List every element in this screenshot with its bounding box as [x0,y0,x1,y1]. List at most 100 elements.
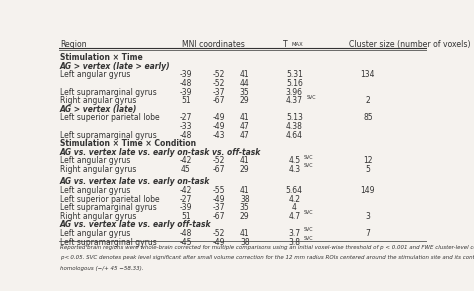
Text: Left superior parietal lobe: Left superior parietal lobe [60,194,160,203]
Text: 35: 35 [240,203,250,212]
Text: Left superior parietal lobe: Left superior parietal lobe [60,113,160,122]
Text: Left supramarginal gyrus: Left supramarginal gyrus [60,131,157,140]
Text: -48: -48 [180,131,192,140]
Text: -55: -55 [213,186,225,195]
Text: 3.7: 3.7 [288,229,301,238]
Text: Left angular gyrus: Left angular gyrus [60,229,130,238]
Text: -49: -49 [213,194,225,203]
Text: Region: Region [60,40,87,49]
Text: 44: 44 [240,79,250,88]
Text: SVC: SVC [304,236,313,241]
Text: 149: 149 [361,186,375,195]
Text: 3.96: 3.96 [286,88,303,97]
Text: AG vs. vertex late vs. early on-task: AG vs. vertex late vs. early on-task [60,178,210,187]
Text: SVC: SVC [304,227,313,232]
Text: 4: 4 [292,203,297,212]
Text: -49: -49 [213,237,225,246]
Text: 2: 2 [365,96,370,105]
Text: -49: -49 [213,113,225,122]
Text: AG vs. vertex late vs. early off-task: AG vs. vertex late vs. early off-task [60,220,211,229]
Text: 5.13: 5.13 [286,113,303,122]
Text: -37: -37 [213,203,225,212]
Text: Reported brain regions were whole-brain corrected for multiple comparisons using: Reported brain regions were whole-brain … [60,244,474,250]
Text: 51: 51 [181,212,191,221]
Text: Cluster size (number of voxels): Cluster size (number of voxels) [349,40,471,49]
Text: 38: 38 [240,194,250,203]
Text: 29: 29 [240,96,250,105]
Text: -39: -39 [180,203,192,212]
Text: -42: -42 [180,186,192,195]
Text: Right angular gyrus: Right angular gyrus [60,96,137,105]
Text: 5: 5 [365,165,370,174]
Text: 29: 29 [240,165,250,174]
Text: AG > vertex (late): AG > vertex (late) [60,105,137,114]
Text: p < 0.05. SVC denotes peak level significant after small volume correction for t: p < 0.05. SVC denotes peak level signifi… [60,255,474,260]
Text: -67: -67 [213,165,225,174]
Text: 4.2: 4.2 [288,194,301,203]
Text: 47: 47 [240,122,250,131]
Text: 4.38: 4.38 [286,122,303,131]
Text: Stimulation × Time: Stimulation × Time [60,53,143,62]
Text: Left supramarginal gyrus: Left supramarginal gyrus [60,237,157,246]
Text: -39: -39 [180,70,192,79]
Text: SVC: SVC [307,95,316,100]
Text: -67: -67 [213,96,225,105]
Text: 5.16: 5.16 [286,79,303,88]
Text: -27: -27 [180,194,192,203]
Text: 29: 29 [240,212,250,221]
Text: 41: 41 [240,186,250,195]
Text: SVC: SVC [304,210,313,215]
Text: 3: 3 [365,212,370,221]
Text: 4.7: 4.7 [288,212,301,221]
Text: T: T [283,40,288,49]
Text: 38: 38 [240,237,250,246]
Text: 5.31: 5.31 [286,70,303,79]
Text: 3.8: 3.8 [288,237,301,246]
Text: 4.3: 4.3 [288,165,301,174]
Text: Left supramarginal gyrus: Left supramarginal gyrus [60,88,157,97]
Text: -45: -45 [180,237,192,246]
Text: homologous (−/+ 45 −58.33).: homologous (−/+ 45 −58.33). [60,266,144,271]
Text: Left angular gyrus: Left angular gyrus [60,156,130,165]
Text: 47: 47 [240,131,250,140]
Text: Right angular gyrus: Right angular gyrus [60,212,137,221]
Text: AG > vertex (late > early): AG > vertex (late > early) [60,62,171,71]
Text: -37: -37 [213,88,225,97]
Text: 51: 51 [181,96,191,105]
Text: -33: -33 [180,122,192,131]
Text: 12: 12 [363,156,373,165]
Text: -48: -48 [180,79,192,88]
Text: 41: 41 [240,229,250,238]
Text: 41: 41 [240,113,250,122]
Text: -52: -52 [213,229,225,238]
Text: 4.5: 4.5 [288,156,301,165]
Text: -67: -67 [213,212,225,221]
Text: 134: 134 [361,70,375,79]
Text: Left supramarginal gyrus: Left supramarginal gyrus [60,203,157,212]
Text: 4.64: 4.64 [286,131,303,140]
Text: 85: 85 [363,113,373,122]
Text: 4.37: 4.37 [286,96,303,105]
Text: 41: 41 [240,156,250,165]
Text: 5.64: 5.64 [286,186,303,195]
Text: -49: -49 [213,122,225,131]
Text: MAX: MAX [292,42,303,47]
Text: SVC: SVC [304,163,313,168]
Text: -39: -39 [180,88,192,97]
Text: -52: -52 [213,70,225,79]
Text: MNI coordinates: MNI coordinates [182,40,245,49]
Text: 35: 35 [240,88,250,97]
Text: 7: 7 [365,229,370,238]
Text: Left angular gyrus: Left angular gyrus [60,70,130,79]
Text: 45: 45 [181,165,191,174]
Text: -52: -52 [213,156,225,165]
Text: -43: -43 [213,131,225,140]
Text: -52: -52 [213,79,225,88]
Text: 41: 41 [240,70,250,79]
Text: Left angular gyrus: Left angular gyrus [60,186,130,195]
Text: SVC: SVC [304,155,313,160]
Text: -48: -48 [180,229,192,238]
Text: Right angular gyrus: Right angular gyrus [60,165,137,174]
Text: -27: -27 [180,113,192,122]
Text: -42: -42 [180,156,192,165]
